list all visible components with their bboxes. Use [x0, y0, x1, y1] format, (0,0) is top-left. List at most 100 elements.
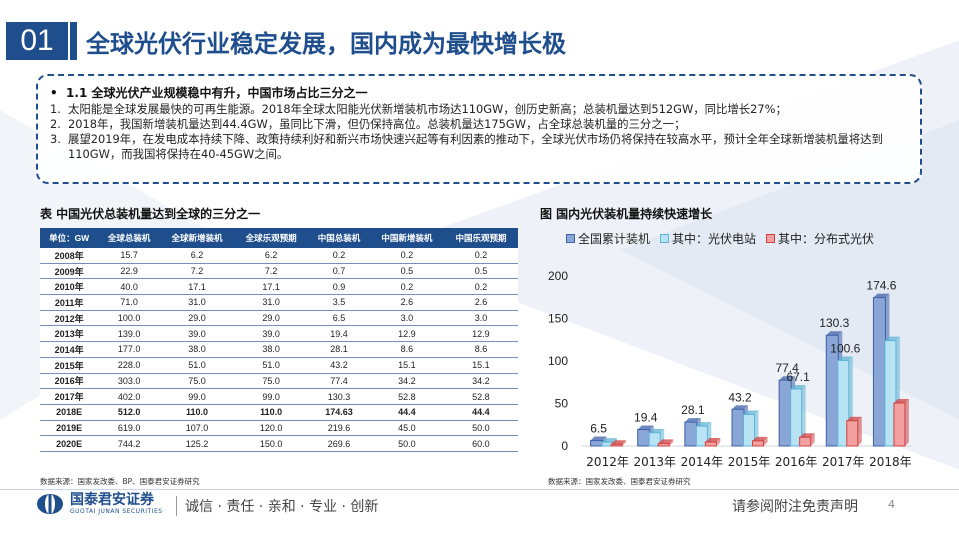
table-cell: 125.2 — [159, 435, 235, 452]
table-row: 2018E 512.0 110.0 110.0 174.63 44.4 44.4 — [40, 404, 518, 421]
bar-top — [649, 428, 665, 433]
table-cell: 52.8 — [369, 388, 444, 405]
page-title: 全球光伏行业稳定发展，国内成为最快增长极 — [86, 30, 566, 58]
data-label: 6.5 — [590, 421, 607, 435]
table-row: 2011年 71.0 31.0 31.0 3.5 2.6 2.6 — [40, 294, 518, 311]
table-cell: 0.5 — [443, 263, 518, 280]
summary-point: 2. 2018年，我国新增装机量达到44.4GW，虽同比下滑，但仍保持高位。总装… — [50, 117, 906, 132]
bar — [743, 413, 755, 447]
bar-side — [801, 384, 806, 446]
installation-bar-chart: 0 50 100 150 200 6.5 2012年 19.4 2013年 28.1 2014年 43… — [548, 269, 912, 469]
table-year-cell: 2014年 — [40, 341, 99, 358]
bar-top — [611, 440, 627, 445]
table-cell: 219.6 — [308, 420, 370, 437]
table-cell: 6.2 — [234, 248, 309, 264]
table-cell: 28.1 — [308, 341, 370, 358]
table-cell: 3.0 — [443, 310, 518, 327]
bar-side — [763, 436, 768, 446]
table-cell: 139.0 — [98, 325, 160, 343]
legend-swatch — [660, 234, 670, 243]
bar-top — [884, 336, 900, 341]
table-year-cell: 2009年 — [40, 263, 99, 280]
table-year-cell: 2020E — [40, 435, 99, 452]
table-cell: 110.0 — [159, 404, 235, 421]
bar — [657, 442, 670, 447]
table-cell: 45.0 — [369, 420, 444, 437]
page-number: 4 — [888, 498, 895, 511]
bar-top — [590, 436, 607, 441]
table-cell: 99.0 — [234, 388, 309, 405]
table-cell: 99.0 — [159, 388, 235, 405]
table-cell: 17.1 — [234, 278, 309, 296]
table-cell: 60.0 — [443, 435, 518, 452]
x-tick-label: 2012年 — [586, 455, 629, 469]
table-cell: 6.2 — [159, 248, 235, 264]
table-cell: 303.0 — [98, 373, 160, 390]
table-row: 2012年 100.0 29.0 29.0 6.5 3.0 3.0 — [40, 310, 518, 327]
table-cell: 22.9 — [98, 263, 160, 280]
table-header-cell: 中国总装机 — [308, 228, 370, 248]
table-header-cell: 中国乐观预期 — [443, 228, 518, 248]
table-cell: 44.4 — [369, 404, 444, 421]
x-tick-label: 2016年 — [775, 455, 818, 469]
table-header-cell: 全球新增装机 — [159, 228, 235, 248]
summary-point-text: 展望2019年，在发电成本持续下降、政策持续利好和新兴市场快速兴起等有利因素的推… — [68, 132, 883, 161]
chart-caption: 图 国内光伏装机量持续快速增长 — [540, 207, 713, 221]
table-cell: 31.0 — [159, 294, 235, 311]
summary-box: • 1.1 全球光伏产业规模稳中有升，中国市场占比三分之一 1. 太阳能是全球发… — [36, 74, 922, 184]
data-label: 43.2 — [728, 390, 752, 404]
summary-point: 1. 太阳能是全球发展最快的可再生能源。2018年全球太阳能光伏新增装机市场达1… — [50, 102, 906, 117]
bar-top — [837, 356, 853, 361]
table-row: 2013年 139.0 39.0 39.0 19.4 12.9 12.9 — [40, 325, 518, 343]
table-cell: 0.2 — [443, 278, 518, 296]
summary-point-text: 2018年，我国新增装机量达到44.4GW，虽同比下滑，但仍保持高位。总装机量达… — [68, 117, 686, 131]
y-tick-label: 50 — [555, 397, 569, 411]
table-year-cell: 2012年 — [40, 310, 99, 327]
table-cell: 50.0 — [369, 435, 444, 452]
data-label: 28.1 — [681, 403, 705, 417]
summary-point: 3. 展望2019年，在发电成本持续下降、政策持续利好和新兴市场快速兴起等有利因… — [50, 132, 906, 162]
table-year-cell: 2018E — [40, 404, 99, 421]
table-cell: 29.0 — [234, 310, 309, 327]
table-header-cell: 单位：GW — [40, 228, 99, 248]
x-tick-label: 2015年 — [728, 455, 771, 469]
chart-source: 数据来源：国家发改委、国泰君安证券研究 — [548, 477, 691, 486]
data-label: 130.3 — [819, 316, 849, 330]
bar — [752, 440, 764, 447]
x-tick-label: 2017年 — [822, 455, 865, 469]
table-cell: 228.0 — [98, 357, 160, 374]
brand-name-en: GUOTAI JUNAN SECURITIES — [70, 508, 163, 515]
table-cell: 43.2 — [308, 357, 370, 374]
bar — [684, 421, 698, 447]
bar-top — [826, 331, 843, 336]
bar — [590, 439, 604, 447]
table-cell: 12.9 — [369, 325, 444, 343]
bar — [731, 408, 745, 447]
table-cell: 0.2 — [443, 248, 518, 264]
footer-divider — [0, 489, 959, 490]
table-year-cell: 2019E — [40, 420, 99, 437]
bar-top — [602, 438, 618, 443]
table-cell: 29.0 — [159, 310, 235, 327]
bar-top — [637, 425, 654, 430]
bar-side — [857, 416, 862, 446]
y-tick-label: 150 — [548, 312, 568, 326]
table-cell: 3.0 — [369, 310, 444, 327]
summary-point-number: 1. — [50, 102, 61, 116]
legend-label: 其中：分布式光伏 — [778, 232, 875, 246]
table-cell: 177.0 — [98, 341, 160, 358]
bar — [846, 420, 859, 447]
table-cell: 269.6 — [308, 435, 370, 452]
x-tick-label: 2018年 — [869, 455, 912, 469]
bar-top — [779, 376, 796, 381]
summary-point-number: 2. — [50, 117, 61, 131]
table-cell: 619.0 — [98, 420, 160, 437]
legend-swatch — [566, 234, 575, 243]
table-cell: 34.2 — [443, 373, 518, 390]
table-header-cell: 全球乐观预期 — [234, 228, 309, 248]
bar-top — [799, 433, 815, 438]
brand-logo-icon — [37, 494, 63, 514]
data-label: 67.1 — [786, 370, 810, 384]
table-cell: 2.6 — [443, 294, 518, 311]
table-cell: 51.0 — [234, 357, 309, 374]
